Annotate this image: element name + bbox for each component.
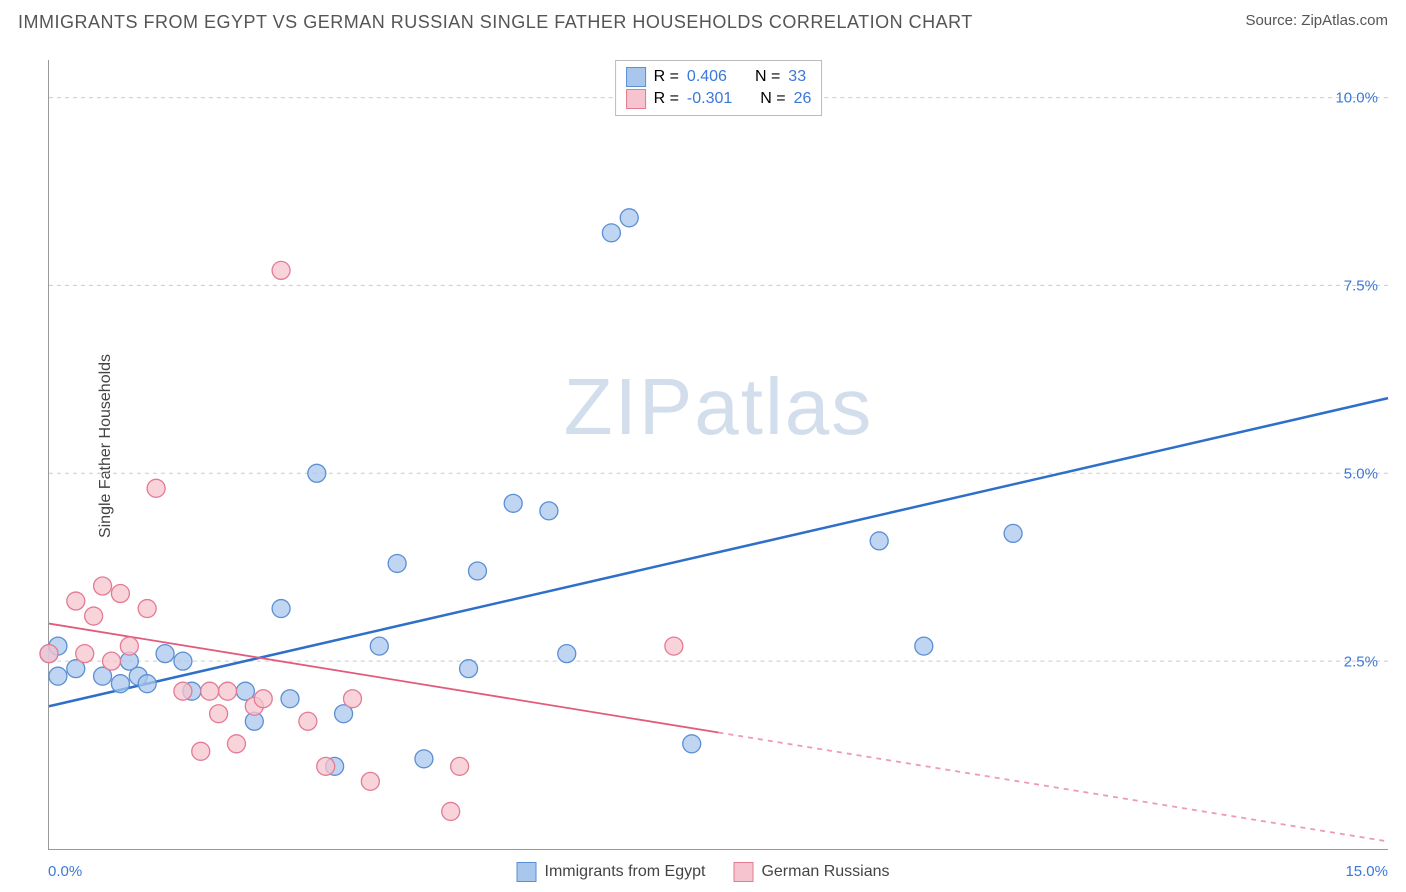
stat-r-german: -0.301 — [687, 90, 732, 108]
legend-item-german: German Russians — [733, 862, 889, 882]
legend-item-egypt: Immigrants from Egypt — [517, 862, 706, 882]
chart-title: IMMIGRANTS FROM EGYPT VS GERMAN RUSSIAN … — [18, 12, 973, 33]
stat-r-label: R = — [654, 90, 679, 108]
stats-legend: R = 0.406 N = 33 R = -0.301 N = 26 — [615, 60, 823, 116]
chart-svg — [49, 60, 1388, 849]
stat-n-egypt: 33 — [788, 68, 806, 86]
stat-n-label: N = — [755, 68, 780, 86]
y-tick-label: 7.5% — [1344, 277, 1378, 294]
stats-row-german: R = -0.301 N = 26 — [626, 89, 812, 109]
swatch-egypt — [626, 67, 646, 87]
stat-n-label: N = — [760, 90, 785, 108]
stat-r-label: R = — [654, 68, 679, 86]
legend-label-egypt: Immigrants from Egypt — [545, 863, 706, 881]
y-tick-label: 5.0% — [1344, 465, 1378, 482]
swatch-german — [626, 89, 646, 109]
x-tick-label: 15.0% — [1345, 863, 1388, 880]
legend-label-german: German Russians — [761, 863, 889, 881]
y-tick-label: 10.0% — [1335, 89, 1378, 106]
swatch-german-icon — [733, 862, 753, 882]
swatch-egypt-icon — [517, 862, 537, 882]
stat-r-egypt: 0.406 — [687, 68, 727, 86]
chart-plot-area: ZIPatlas R = 0.406 N = 33 R = -0.301 N =… — [48, 60, 1388, 850]
y-tick-label: 2.5% — [1344, 653, 1378, 670]
x-tick-label: 0.0% — [48, 863, 82, 880]
series-legend: Immigrants from Egypt German Russians — [517, 862, 890, 882]
stat-n-german: 26 — [794, 90, 812, 108]
stats-row-egypt: R = 0.406 N = 33 — [626, 67, 812, 87]
source-label: Source: ZipAtlas.com — [1245, 12, 1388, 29]
